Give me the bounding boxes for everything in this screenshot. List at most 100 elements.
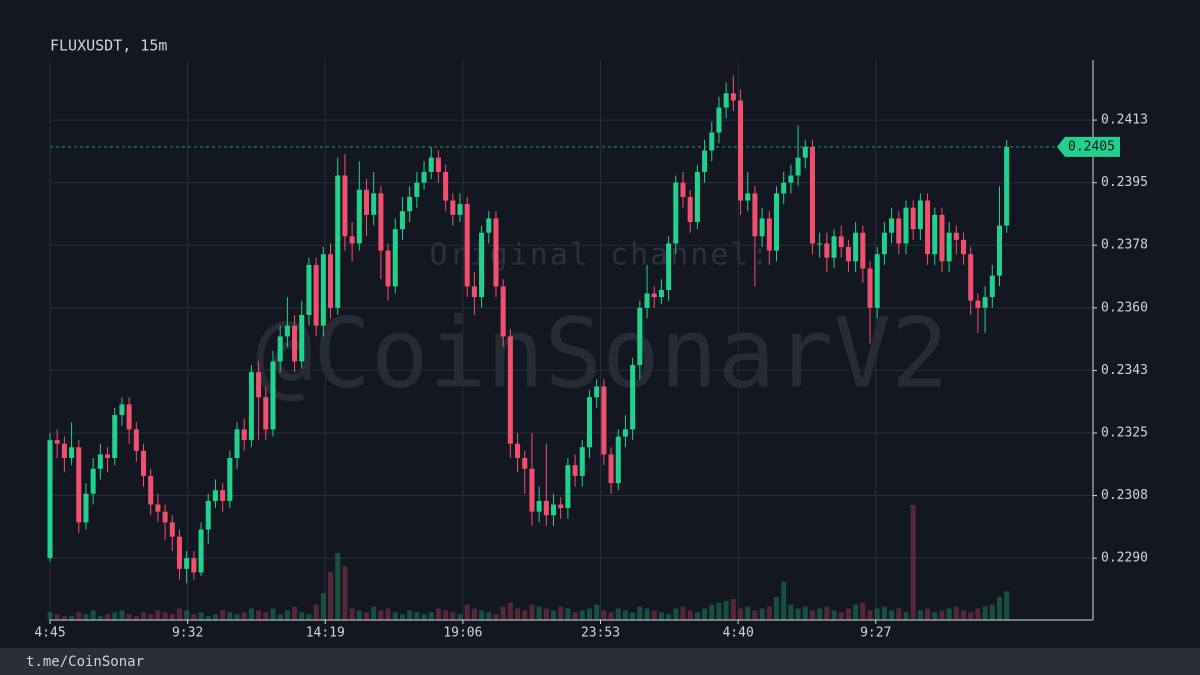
volume-bar (356, 610, 362, 620)
x-tick-label: 9:32 (172, 626, 203, 641)
candle-body (479, 232, 485, 298)
candle-body (579, 447, 585, 476)
x-tick-label: 9:27 (860, 626, 891, 641)
candle-body (248, 372, 254, 441)
volume-bar (529, 604, 535, 620)
volume-bar (414, 612, 420, 620)
volume-bar (910, 505, 916, 620)
candle-body (176, 536, 182, 569)
candle-layer (47, 75, 1093, 584)
candle-body (234, 429, 240, 459)
volume-bar (953, 606, 959, 620)
volume-bar (507, 602, 513, 620)
candle-body (730, 93, 736, 101)
volume-bar (184, 610, 190, 620)
volume-bar (903, 612, 909, 620)
candle-body (781, 182, 787, 194)
candle-body (155, 504, 161, 512)
candle-body (421, 171, 427, 183)
volume-bar (680, 606, 686, 620)
candle-body (507, 336, 513, 444)
candle-body (105, 454, 111, 459)
candle-body (162, 511, 168, 523)
volume-bar (766, 606, 772, 620)
volume-bar (543, 608, 549, 620)
candle-body (363, 189, 370, 215)
volume-bar (702, 608, 708, 620)
volume-bar (155, 610, 161, 620)
volume-bar (795, 608, 801, 620)
volume-bar (759, 608, 765, 620)
candle-body (443, 171, 449, 201)
candle-body (428, 157, 434, 172)
candle-body (975, 300, 981, 308)
volume-bar (809, 610, 815, 620)
volume-bar (773, 597, 780, 620)
candle-body (277, 336, 283, 362)
volume-bar (54, 614, 60, 620)
candle-body (831, 236, 837, 258)
candle-body (349, 236, 355, 244)
candle-body (500, 286, 506, 337)
candle-body (313, 264, 319, 326)
candle-body (328, 254, 334, 308)
candle-body (543, 500, 549, 516)
volume-bar (939, 610, 945, 620)
candle-body (522, 458, 528, 469)
candle-body (493, 218, 499, 287)
volume-bar (392, 612, 398, 620)
candle-body (1004, 146, 1010, 226)
candle-body (946, 232, 952, 262)
volume-bar (925, 608, 931, 620)
volume-bar (212, 614, 218, 620)
volume-bar (881, 606, 887, 620)
volume-bar (234, 614, 240, 620)
volume-bar (69, 616, 75, 620)
volume-bar (227, 612, 233, 620)
candle-body (709, 132, 715, 151)
candle-body (148, 475, 154, 505)
candle-body (939, 214, 945, 262)
last-price-label: 0.2405 (1068, 139, 1115, 154)
candle-body (69, 447, 75, 459)
axis-labels: 0.2290 0.2308 0.2325 0.2343 0.2360 0.2378 0.23… (34, 113, 1148, 641)
watermark-top: Original channel: (429, 238, 770, 273)
candle-body (961, 239, 967, 255)
candle-body (198, 529, 204, 573)
volume-bar (176, 608, 182, 620)
candle-body (738, 100, 744, 201)
volume-bar (522, 610, 528, 620)
candle-body (759, 218, 765, 237)
volume-bar (277, 614, 283, 620)
candle-body (335, 175, 341, 308)
volume-bar (205, 616, 211, 620)
candle-body (464, 204, 470, 287)
volume-bar (457, 614, 463, 620)
candle-body (342, 175, 348, 237)
volume-bar (853, 604, 859, 620)
volume-bar (550, 610, 557, 620)
candle-body (97, 454, 103, 469)
candle-body (133, 429, 139, 451)
candle-body (723, 93, 729, 108)
candle-body (802, 146, 808, 158)
x-tick-label: 4:45 (34, 626, 65, 641)
candle-body (773, 193, 780, 251)
candle-body (809, 146, 815, 244)
volume-bar (378, 610, 384, 620)
candle-body (932, 214, 938, 255)
volume-bar (874, 608, 880, 620)
candle-body (457, 204, 463, 215)
volume-bar (47, 612, 53, 620)
x-tick-label: 19:06 (443, 626, 482, 641)
volume-bar (493, 614, 499, 620)
candle-body (399, 211, 405, 230)
volume-bar (838, 612, 844, 620)
volume-bar (443, 610, 449, 620)
candle-body (572, 465, 578, 476)
candle-body (630, 365, 636, 430)
volume-bar (263, 612, 269, 620)
candle-body (536, 500, 542, 512)
volume-bar (802, 606, 808, 620)
